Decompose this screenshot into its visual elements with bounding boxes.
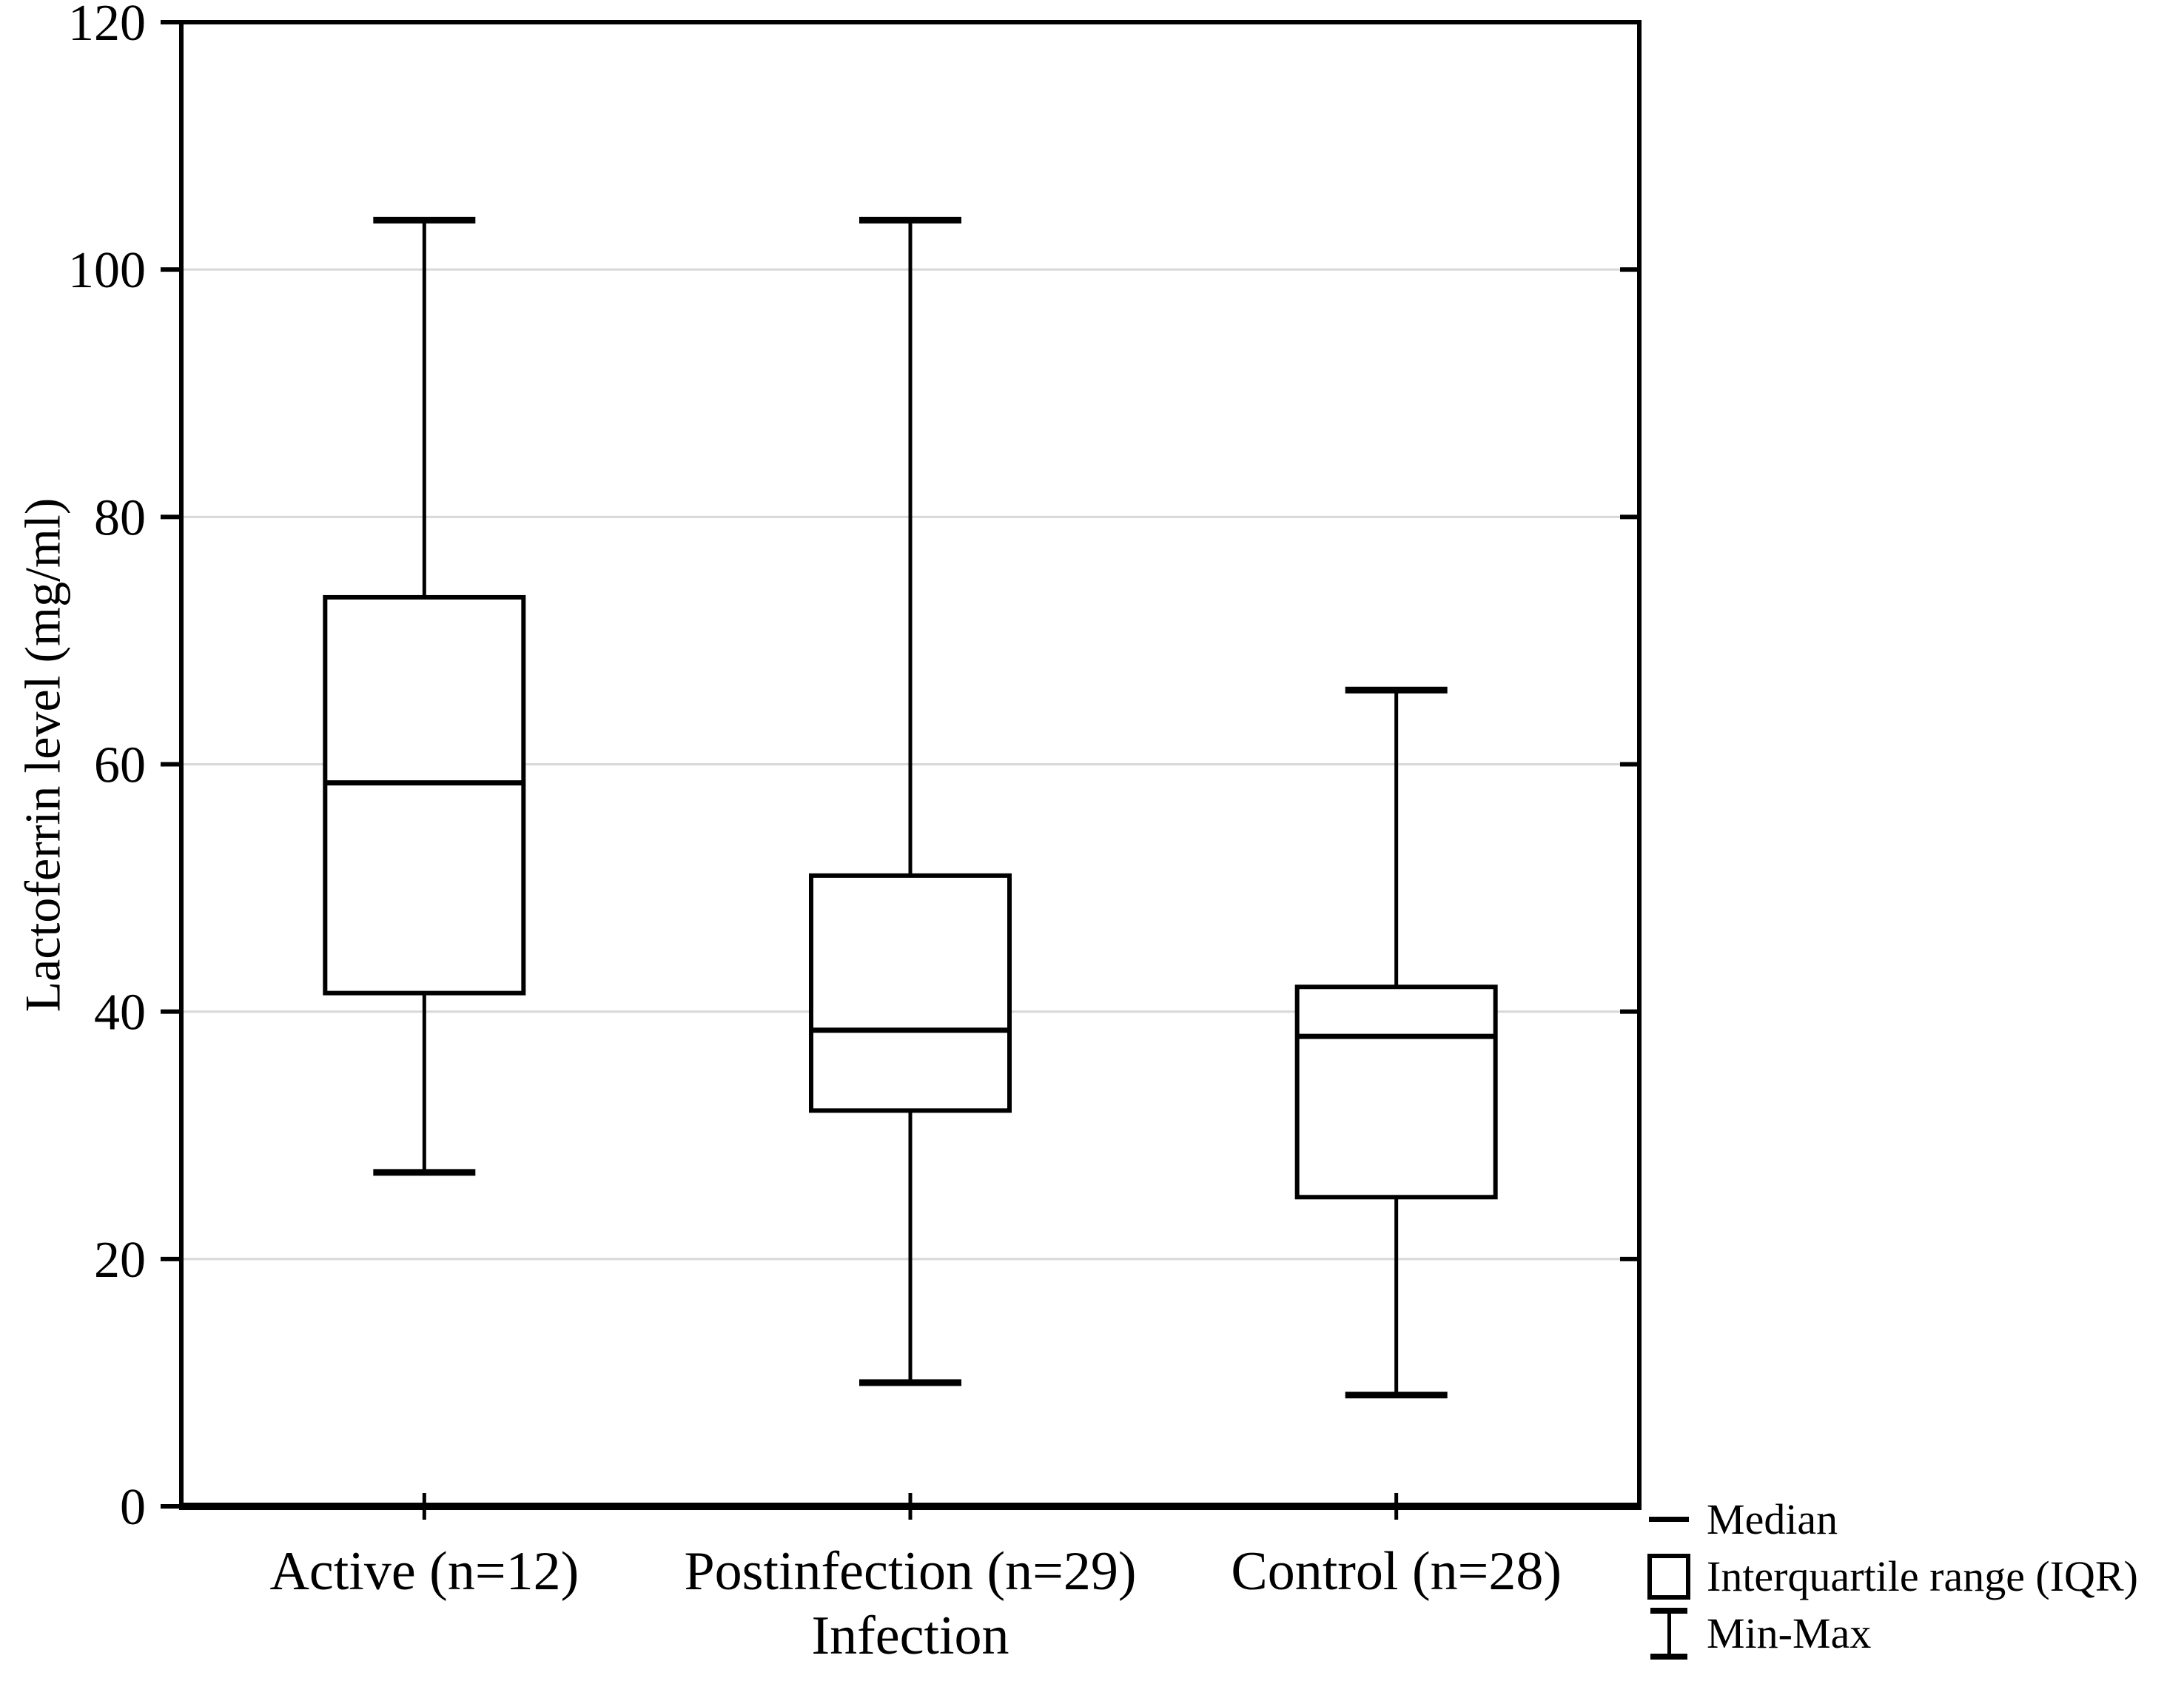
boxplot-group-control — [1294, 686, 1498, 1399]
boxplot-group-active — [323, 216, 526, 1176]
legend-label-minmax: Min-Max — [1707, 1609, 1872, 1657]
legend-label-iqr: Interquartile range (IQR) — [1707, 1552, 2138, 1600]
median-line-icon — [1637, 1517, 1701, 1522]
y-axis-title: Lactoferrin level (mg/ml) — [14, 497, 71, 1013]
y-tick-label-60: 60 — [94, 737, 146, 794]
y-tick-label-0: 0 — [120, 1479, 146, 1536]
iqr-box-icon — [1637, 1553, 1701, 1600]
x-axis-title: Infection — [811, 1606, 1009, 1666]
boxplot-group-postinfection — [809, 216, 1012, 1386]
iqr-box-control — [1294, 984, 1498, 1200]
y-tick-label-100: 100 — [68, 242, 146, 299]
y-tick-label-40: 40 — [94, 984, 146, 1041]
legend-row-median: Median — [1637, 1491, 2177, 1548]
category-label-active: Active (n=12) — [269, 1541, 579, 1602]
category-label-postinfection: Postinfection (n=29) — [684, 1541, 1136, 1602]
y-tick-label-120: 120 — [68, 0, 146, 52]
min-max-whisker-icon — [1637, 1607, 1701, 1660]
legend-label-median: Median — [1707, 1495, 1838, 1543]
iqr-box-postinfection — [809, 873, 1012, 1113]
y-tick-label-80: 80 — [94, 489, 146, 546]
legend: Median Interquartile range (IQR) Min-Max — [1637, 1491, 2177, 1662]
y-tick-label-20: 20 — [94, 1232, 146, 1289]
category-label-control: Control (n=28) — [1231, 1541, 1562, 1602]
iqr-box-active — [323, 594, 526, 996]
legend-row-iqr: Interquartile range (IQR) — [1637, 1548, 2177, 1605]
legend-row-minmax: Min-Max — [1637, 1605, 2177, 1662]
